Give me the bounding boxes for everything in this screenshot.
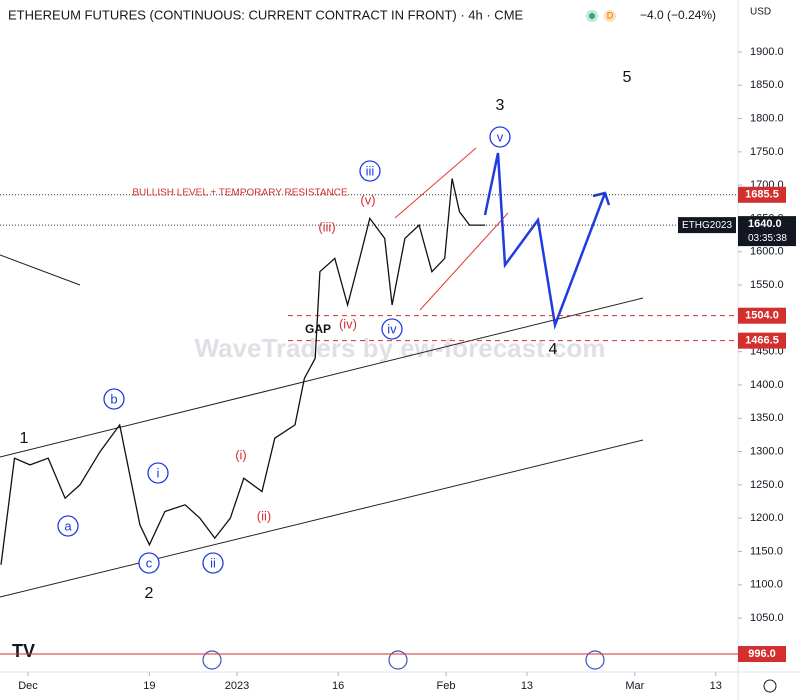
wedge-upper	[394, 147, 477, 219]
chart-title: ETHEREUM FUTURES (CONTINUOUS: CURRENT CO…	[8, 7, 524, 22]
y-tick-label: 1150.0	[750, 545, 783, 557]
delay-badge	[604, 10, 616, 22]
wave-label: c	[146, 555, 153, 570]
wave-label: (v)	[360, 192, 375, 207]
y-tick-label: 1750.0	[750, 146, 784, 158]
event-icon[interactable]	[202, 650, 222, 670]
level-label: 1504.0	[745, 310, 779, 322]
status-dot-inner	[589, 13, 595, 19]
level-label: 996.0	[748, 648, 776, 660]
wave-label: (i)	[235, 447, 247, 462]
last-price-label: 1640.0	[748, 218, 782, 230]
y-tick-label: 1550.0	[750, 279, 784, 291]
delay-badge-letter: D	[607, 10, 614, 20]
symbol: ETHG2023	[682, 220, 732, 231]
y-tick-label: 1250.0	[750, 479, 784, 491]
wave-label: v	[497, 129, 504, 144]
y-tick-label: 1200.0	[750, 512, 784, 524]
wedge-lower	[419, 212, 509, 311]
wave-label: 2	[145, 585, 154, 602]
tv-logo: TV	[12, 641, 35, 661]
x-tick-label: 16	[332, 680, 344, 692]
x-tick-label: 13	[521, 680, 533, 692]
wave-label: 5	[623, 69, 632, 86]
wave-label: iv	[387, 321, 397, 336]
level-label: 1685.5	[745, 189, 779, 201]
wave-label-circle	[489, 126, 511, 148]
level-label-bg	[738, 307, 786, 324]
y-tick-label: 1050.0	[750, 612, 784, 624]
symbol-bg	[678, 217, 736, 234]
wave-label: 3	[496, 97, 505, 114]
wave-label-circle	[202, 552, 224, 574]
y-tick-label: 1600.0	[750, 246, 784, 258]
wave-label: ii	[210, 555, 216, 570]
wave-label: (iv)	[339, 316, 357, 331]
wave-label: b	[110, 391, 117, 406]
event-icon[interactable]	[585, 650, 605, 670]
y-tick-label: 1850.0	[750, 79, 784, 91]
y-tick-label: 1350.0	[750, 412, 784, 424]
wave-label: iii	[366, 163, 375, 178]
wave-label: 1	[20, 430, 29, 447]
level-note: BULLISH LEVEL + TEMPORARY RESISTANCE	[132, 187, 348, 198]
last-price-bg	[738, 216, 796, 247]
wave-label: i	[157, 465, 160, 480]
wave-label-circle	[381, 318, 403, 340]
wave-label: a	[64, 518, 72, 533]
wave-label: 4	[549, 341, 558, 358]
settings-icon[interactable]	[763, 679, 777, 693]
y-tick-label: 1100.0	[750, 579, 783, 591]
wave-label-circle	[57, 515, 79, 537]
x-tick-label: Mar	[625, 680, 644, 692]
wave-label-circle	[103, 388, 125, 410]
x-tick-label: 2023	[225, 680, 249, 692]
level-label: 1466.5	[745, 335, 779, 347]
currency[interactable]: USD	[750, 7, 771, 18]
y-tick-label: 1400.0	[750, 379, 784, 391]
y-tick-label: 1800.0	[750, 112, 784, 124]
level-label-bg	[738, 332, 786, 349]
wave-label-circle	[138, 552, 160, 574]
channel-lower	[0, 439, 644, 598]
x-tick-label: 13	[710, 680, 722, 692]
channel-upper	[0, 297, 644, 458]
wave-label: (ii)	[257, 508, 271, 523]
level-label-bg	[738, 646, 786, 663]
level-label-bg	[738, 186, 786, 203]
x-tick-label: 19	[143, 680, 155, 692]
price-line	[0, 178, 486, 565]
trend-line	[0, 254, 81, 286]
wave-label: (iii)	[318, 219, 335, 234]
projection-path	[483, 152, 607, 330]
event-icon[interactable]	[388, 650, 408, 670]
wave-label-circle	[359, 160, 381, 182]
y-tick-label: 1300.0	[750, 445, 784, 457]
wave-label: GAP	[305, 322, 331, 336]
y-tick-label: 1900.0	[750, 46, 784, 58]
countdown: 03:35:38	[748, 233, 787, 244]
wave-label-circle	[147, 462, 169, 484]
logo-text: TV	[12, 641, 35, 661]
price-change: −4.0 (−0.24%)	[640, 8, 716, 22]
x-tick-label: Dec	[18, 680, 38, 692]
x-tick-label: Feb	[437, 680, 456, 692]
